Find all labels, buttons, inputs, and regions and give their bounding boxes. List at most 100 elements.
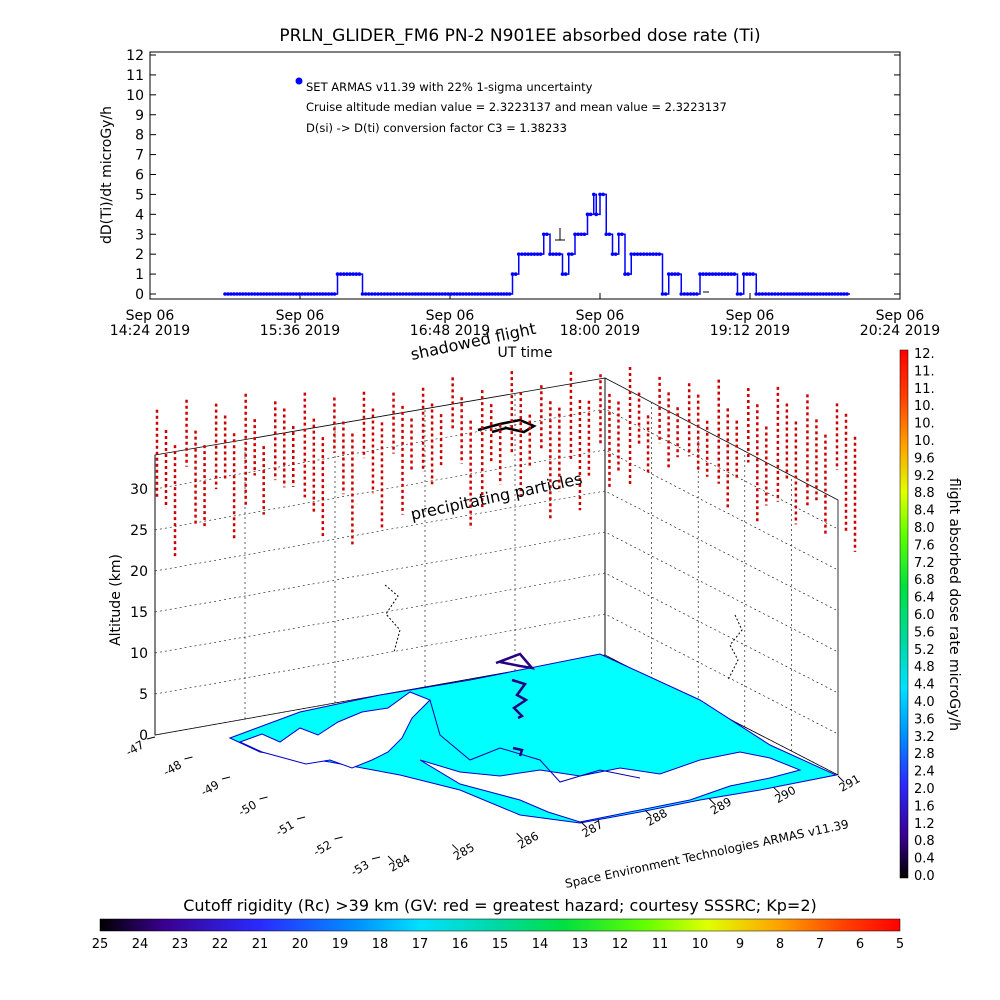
rigidity-colorbar <box>99 918 901 932</box>
series-point <box>545 232 549 237</box>
series-point <box>270 292 275 296</box>
rigidity-colorbar-tick: 5 <box>896 937 904 952</box>
rigidity-colorbar-tick: 17 <box>412 937 429 952</box>
top-x-tick-time: 20:24 2019 <box>860 323 940 339</box>
series-point <box>763 292 768 296</box>
series-point <box>729 272 734 276</box>
dose-colorbar-tick: 8.8 <box>914 486 935 501</box>
dose-colorbar-tick: 7.6 <box>914 538 935 553</box>
top-y-tick-label: 8 <box>135 128 144 144</box>
series-point <box>560 272 565 276</box>
series-point <box>670 272 674 276</box>
series-point <box>434 292 439 296</box>
latitude-tick <box>221 776 231 780</box>
rigidity-colorbar-tick: 19 <box>332 937 349 952</box>
series-point <box>673 272 677 276</box>
series-line <box>225 193 850 295</box>
series-point <box>478 292 483 296</box>
series-point <box>638 252 643 256</box>
precipitating-particles-label: precipitating particles <box>409 469 584 524</box>
dose-colorbar-tick: 10. <box>914 434 935 449</box>
longitude-tick <box>580 821 588 829</box>
top-x-tick-date: Sep 06 <box>276 308 325 324</box>
series-point <box>526 252 530 256</box>
dose-colorbar-tick: 10. <box>914 417 935 432</box>
series-point <box>413 292 418 296</box>
rigidity-colorbar-tick: 22 <box>212 937 229 952</box>
series-point <box>806 292 811 296</box>
series-point <box>754 292 759 296</box>
top-x-tick-time: 18:00 2019 <box>560 323 640 339</box>
dose-colorbar-ticks: 12. 11. 11. 10. 10. 10. 9.6 9.2 8.8 8.4 8.0 7.6 7.2 6… <box>914 347 935 884</box>
series-point <box>803 292 808 296</box>
series-point <box>370 292 374 296</box>
rigidity-colorbar-tick: 20 <box>292 937 309 952</box>
series-point <box>285 292 290 296</box>
altitude-tick-label: 30 <box>130 482 148 498</box>
series-point <box>557 252 562 256</box>
series-point <box>720 272 724 276</box>
series-point <box>830 292 834 296</box>
series-point <box>779 292 784 296</box>
series-point <box>338 272 343 276</box>
series-point <box>425 292 430 296</box>
dose-colorbar-tick: 6.8 <box>914 573 935 588</box>
altitude-gridline <box>154 449 839 571</box>
series-point <box>464 292 468 296</box>
top-y-tick-label: 1 <box>135 267 144 283</box>
series-point <box>348 272 352 276</box>
dose-colorbar <box>899 349 909 879</box>
series-point <box>416 292 421 296</box>
dose-colorbar-tick: 8.4 <box>914 504 935 519</box>
series-point <box>326 292 331 296</box>
dose-colorbar-tick: 2.0 <box>914 782 935 797</box>
rigidity-colorbar-tick: 14 <box>532 937 549 952</box>
altitude-tick-label: 25 <box>130 523 148 539</box>
top-x-tick-time: 15:36 2019 <box>260 323 340 339</box>
series-point <box>401 292 405 296</box>
series-point <box>363 292 368 296</box>
series-point <box>613 252 618 256</box>
altitude-axis: 0 5 10 15 20 25 30 <box>130 482 148 744</box>
series-point <box>573 232 577 237</box>
rigidity-colorbar-label: Cutoff rigidity (Rc) >39 km (GV: red = g… <box>183 896 817 915</box>
latitude-tick-label: -53 <box>348 857 371 879</box>
altitude-tick-label: 0 <box>139 728 148 744</box>
series-point <box>579 232 584 237</box>
top-x-tick-date: Sep 06 <box>876 308 925 324</box>
series-point <box>773 292 777 296</box>
series-point <box>839 292 843 296</box>
series-point <box>223 292 227 296</box>
series-point <box>785 292 790 296</box>
rigidity-colorbar-ticks: 25 24 23 22 21 20 19 18 17 16 15 14 13 12 11 10 9 8 7 6 5 <box>92 937 904 952</box>
dose-colorbar-tick: 3.2 <box>914 730 935 745</box>
series-point <box>800 292 805 296</box>
longitude-tick <box>516 832 523 840</box>
series-point <box>315 292 319 296</box>
series-point <box>704 272 709 276</box>
flight-track-upper <box>495 652 536 670</box>
series-point <box>300 292 305 296</box>
dose-colorbar-tick: 2.8 <box>914 747 935 762</box>
dose-colorbar-tick: 4.4 <box>914 678 935 693</box>
dose-colorbar-tick: 5.6 <box>914 625 935 640</box>
altitude-gridline <box>154 408 839 530</box>
altitude-gridline <box>154 654 839 776</box>
series-point <box>538 252 543 256</box>
series-point <box>273 292 278 296</box>
series-point <box>551 252 555 256</box>
series-point <box>710 272 715 276</box>
series-point <box>745 272 749 276</box>
series-point <box>651 252 655 256</box>
series-point <box>809 292 814 296</box>
dose-colorbar-tick: 0.8 <box>914 834 935 849</box>
top-y-tick-label: 5 <box>135 187 144 203</box>
series-point <box>306 292 310 296</box>
longitude-tick <box>773 787 781 794</box>
series-point <box>679 292 684 296</box>
series-point <box>385 292 390 296</box>
dose-colorbar-tick: 0.0 <box>914 869 935 884</box>
series-point <box>707 272 712 276</box>
